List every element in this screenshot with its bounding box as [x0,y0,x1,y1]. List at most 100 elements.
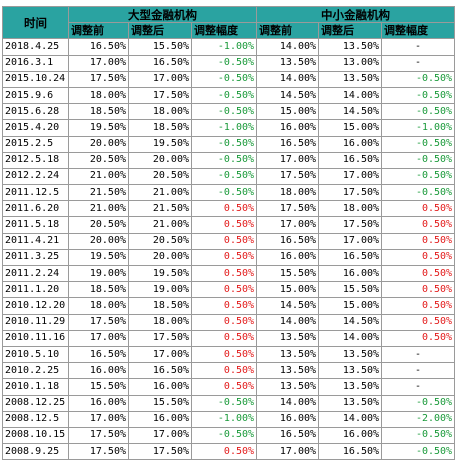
large-change-cell: 0.50% [190,264,258,283]
small-before-cell: 16.50% [256,426,320,445]
small-after-header: 调整后 [318,22,383,40]
small-change-cell: -0.50% [381,394,456,412]
small-before-cell: 13.50% [256,378,320,396]
small-change-cell: 0.50% [381,329,456,347]
small-before-cell: 13.50% [256,345,320,364]
date-cell: 2012.2.24 [2,167,69,186]
small-change-cell: -1.00% [381,119,456,137]
small-after-cell: 18.00% [318,200,383,218]
large-after-cell: 21.00% [128,184,192,202]
table-row: 2015.2.5 20.00% 19.50% -0.50% 16.50% 16.00% -0… [2,135,456,153]
table-row: 2016.3.1 17.00% 16.50% -0.50% 13.50% 13.00% - [2,54,456,72]
large-before-cell: 18.00% [68,86,129,105]
table-row: 2010.2.25 16.00% 16.50% 0.50% 13.50% 13.50% - [2,362,456,380]
date-cell: 2015.4.20 [2,119,69,137]
large-institution-header: 大型金融机构 [67,5,258,24]
large-change-cell: -0.50% [190,54,258,72]
small-after-cell: 13.50% [318,362,383,380]
large-after-cell: 20.50% [128,167,192,186]
table-row: 2012.2.24 21.00% 20.50% -0.50% 17.50% 17.00% -… [2,167,456,186]
large-change-cell: -0.50% [190,86,258,105]
large-before-cell: 19.00% [68,264,129,283]
large-before-cell: 20.00% [68,232,129,250]
large-after-header: 调整后 [128,22,192,40]
date-cell: 2011.3.25 [2,248,69,267]
small-before-cell: 17.50% [256,167,320,186]
date-cell: 2015.6.28 [2,103,69,121]
table-row: 2011.12.5 21.50% 21.00% -0.50% 18.00% 17.50% -… [2,184,456,202]
large-before-cell: 19.50% [68,119,129,137]
large-after-cell: 16.50% [128,54,192,72]
large-before-cell: 15.50% [68,378,129,396]
small-after-cell: 17.00% [318,232,383,250]
large-change-header: 调整幅度 [190,22,258,40]
small-before-cell: 14.50% [256,297,320,315]
date-cell: 2008.12.5 [2,410,69,428]
small-after-cell: 14.50% [318,313,383,331]
small-after-cell: 16.00% [318,426,383,445]
table-row: 2011.1.20 18.50% 19.00% 0.50% 15.00% 15.50% 0.… [2,281,456,299]
table-row: 2010.11.29 17.50% 18.00% 0.50% 14.00% 14.50% 0… [2,313,456,331]
date-cell: 2010.11.16 [2,329,69,347]
large-after-cell: 20.50% [128,232,192,250]
small-change-header: 调整幅度 [381,22,456,40]
small-change-cell: - [381,362,456,380]
large-change-cell: -0.50% [190,151,258,169]
large-before-cell: 18.50% [68,103,129,121]
date-cell: 2010.11.29 [2,313,69,331]
large-before-header: 调整前 [68,22,129,40]
large-before-cell: 21.00% [68,200,129,218]
large-before-cell: 16.00% [68,394,129,412]
table-row: 2018.4.25 16.50% 15.50% -1.00% 14.00% 13.50% - [2,38,456,56]
large-change-cell: 0.50% [190,313,258,331]
small-after-cell: 15.00% [318,119,383,137]
date-cell: 2010.2.25 [2,362,69,380]
rrr-adjustment-table: 时间 大型金融机构 中小金融机构 调整前 调整后 调整幅度 调整前 调整后 调整… [2,5,456,460]
small-change-cell: - [381,345,456,364]
large-before-cell: 17.50% [68,70,129,88]
small-before-cell: 17.00% [256,216,320,234]
large-change-cell: 0.50% [190,200,258,218]
small-change-cell: -0.50% [381,151,456,169]
date-cell: 2011.2.24 [2,264,69,283]
small-change-cell: 0.50% [381,281,456,299]
date-cell: 2008.10.15 [2,426,69,445]
small-after-cell: 13.50% [318,345,383,364]
large-after-cell: 19.50% [128,135,192,153]
small-before-cell: 13.50% [256,54,320,72]
small-before-cell: 15.50% [256,264,320,283]
table-row: 2010.1.18 15.50% 16.00% 0.50% 13.50% 13.50% - [2,378,456,396]
small-after-cell: 13.00% [318,54,383,72]
small-change-cell: -0.50% [381,103,456,121]
table-row: 2010.5.10 16.50% 17.00% 0.50% 13.50% 13.50% - [2,345,456,364]
large-before-cell: 20.00% [68,135,129,153]
large-before-cell: 17.00% [68,410,129,428]
table-row: 2015.9.6 18.00% 17.50% -0.50% 14.50% 14.00% -0… [2,86,456,105]
large-after-cell: 17.00% [128,70,192,88]
small-institution-header: 中小金融机构 [256,5,456,24]
date-cell: 2012.5.18 [2,151,69,169]
large-before-cell: 16.50% [68,345,129,364]
large-change-cell: -0.50% [190,135,258,153]
large-change-cell: -0.50% [190,394,258,412]
large-change-cell: 0.50% [190,297,258,315]
large-change-cell: -1.00% [190,38,258,56]
small-after-cell: 17.50% [318,216,383,234]
table-row: 2011.4.21 20.00% 20.50% 0.50% 16.50% 17.00% 0.… [2,232,456,250]
table-row: 2010.12.20 18.00% 18.50% 0.50% 14.50% 15.00% 0… [2,297,456,315]
small-after-cell: 14.00% [318,86,383,105]
small-before-cell: 18.00% [256,184,320,202]
date-cell: 2015.10.24 [2,70,69,88]
small-before-cell: 16.00% [256,119,320,137]
large-before-cell: 17.00% [68,54,129,72]
table-row: 2015.4.20 19.50% 18.50% -1.00% 16.00% 15.00% -… [2,119,456,137]
date-cell: 2008.9.25 [2,443,69,460]
small-change-cell: 0.50% [381,297,456,315]
small-change-cell: -2.00% [381,410,456,428]
table-row: 2011.5.18 20.50% 21.00% 0.50% 17.00% 17.50% 0.… [2,216,456,234]
small-before-cell: 16.00% [256,248,320,267]
small-change-cell: 0.50% [381,248,456,267]
small-before-cell: 14.00% [256,313,320,331]
large-before-cell: 21.50% [68,184,129,202]
large-change-cell: 0.50% [190,248,258,267]
